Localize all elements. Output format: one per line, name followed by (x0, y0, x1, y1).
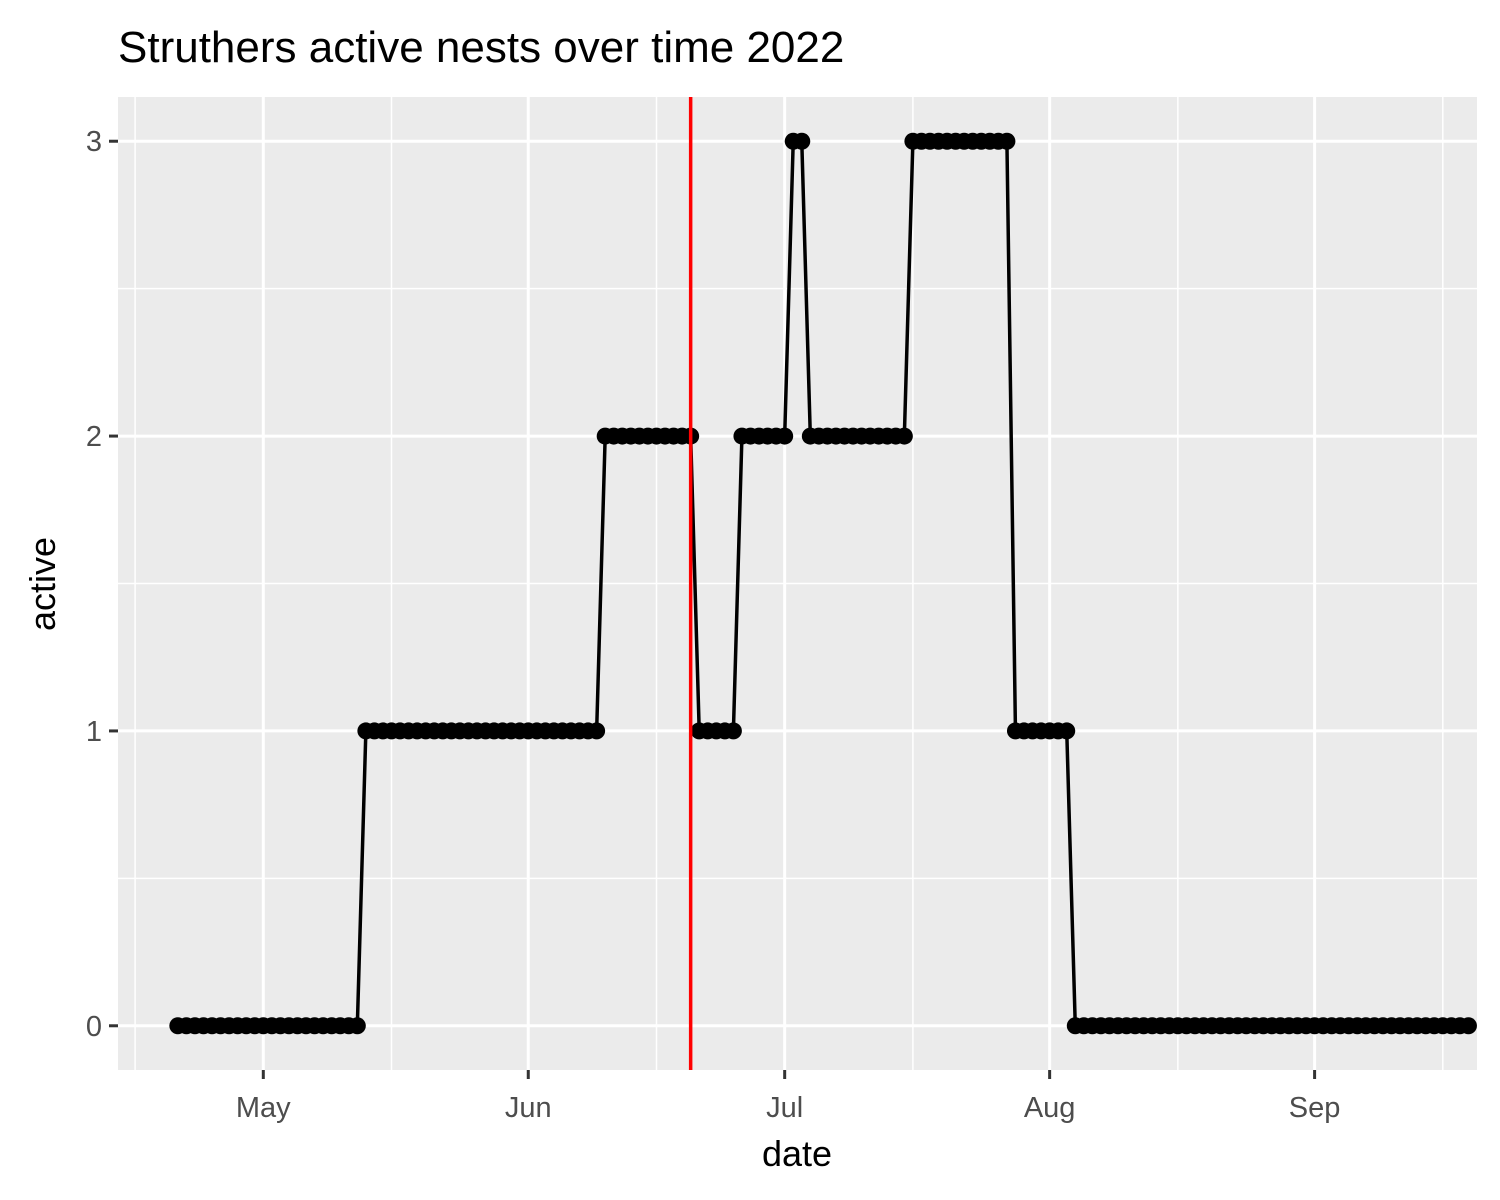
minor-gridlines (118, 97, 1477, 1070)
series-line-group (177, 139, 1469, 1028)
x-tick-label: May (236, 1092, 291, 1124)
data-point (895, 427, 913, 445)
x-tick-label: Sep (1289, 1092, 1341, 1124)
y-axis-ticks: 0 1 2 3 (86, 126, 118, 1043)
y-tick-label: 0 (86, 1011, 102, 1043)
data-point (724, 722, 742, 740)
y-tick-label: 3 (86, 126, 102, 158)
y-tick-label: 2 (86, 421, 102, 453)
x-tick-label: Jun (505, 1092, 552, 1124)
x-axis-ticks: May Jun Jul Aug Sep (236, 1070, 1341, 1124)
data-point (588, 722, 606, 740)
data-point (1459, 1017, 1477, 1035)
y-tick-label: 1 (86, 716, 102, 748)
series-line (177, 139, 1469, 1028)
x-tick-label: Jul (766, 1092, 803, 1124)
chart-title: Struthers active nests over time 2022 (118, 23, 844, 72)
data-point (793, 132, 811, 150)
major-gridlines (118, 97, 1477, 1070)
x-axis-title: date (762, 1133, 832, 1174)
series-points-group (169, 132, 1477, 1035)
data-point (1058, 722, 1076, 740)
data-point (776, 427, 794, 445)
x-tick-label: Aug (1024, 1092, 1076, 1124)
data-point (348, 1017, 366, 1035)
y-axis-title: active (22, 537, 63, 631)
data-point (998, 132, 1016, 150)
